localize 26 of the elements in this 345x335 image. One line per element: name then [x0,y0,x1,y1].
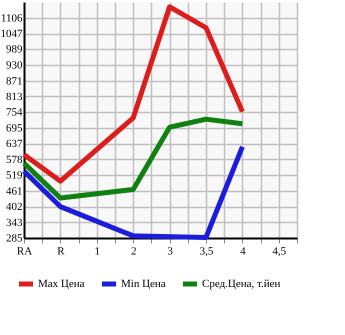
x-tick-label: RA [16,246,32,258]
x-tick-label: 2 [130,246,136,258]
x-tick-label: 4 [240,246,246,258]
y-tick-label: 637 [6,138,23,150]
y-tick-label: 343 [6,216,23,229]
y-tick-label: 461 [6,185,22,198]
y-tick-label: 578 [6,154,23,166]
y-tick-label: 871 [6,75,22,88]
y-tick-label: 519 [6,170,23,182]
legend-label: Max Цена [38,278,85,290]
x-tick-label: 3 [167,246,174,258]
x-tick-label: 4,5 [272,246,287,258]
legend-label: Min Цена [121,278,166,290]
x-tick-label: 1 [94,246,100,258]
y-tick-label: 1106 [0,12,23,24]
y-tick-label: 930 [6,60,23,72]
y-tick-label: 1047 [0,28,23,40]
y-tick-label: 695 [6,122,23,135]
y-tick-label: 285 [6,232,23,244]
y-tick-label: 813 [6,90,23,103]
y-tick-label: 402 [6,201,22,214]
x-tick-label: 3,5 [200,246,214,258]
legend-label: Сред.Цена, т.йен [202,278,281,290]
y-tick-label: 754 [6,106,23,119]
y-tick-label: 989 [6,44,23,56]
x-tick-label: R [57,246,66,258]
